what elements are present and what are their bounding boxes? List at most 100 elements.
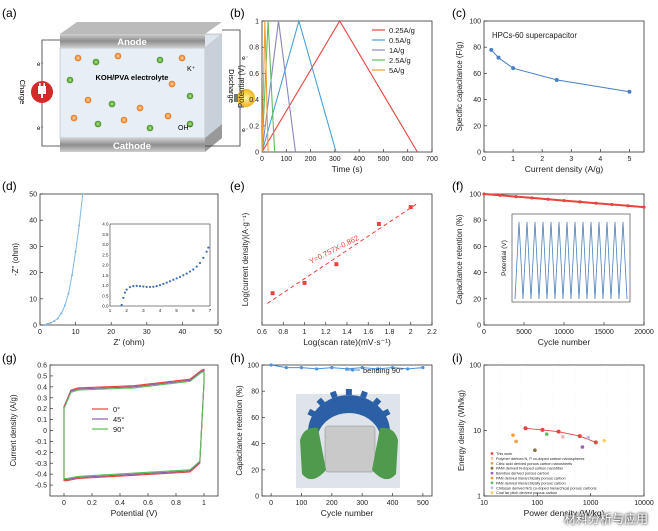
chart-b-gcd-curves: 0 100 200 300 400 500 600 700 0 0.2 0.4 0.6 0.8 1 Time…	[237, 19, 438, 175]
legend-entry: 5A/g	[389, 66, 404, 75]
y-tick-label: 0.3	[37, 395, 47, 402]
anode-electrode	[60, 34, 205, 48]
retention-point	[514, 195, 518, 199]
x-tick-label: 0.2	[87, 500, 97, 507]
ragone-point	[511, 433, 515, 437]
electron-label-top-left: e⁻	[37, 62, 44, 68]
legend-marker	[490, 461, 494, 465]
cv-loop-1	[63, 369, 205, 481]
y-axis-label: Potential (V)	[237, 65, 246, 108]
logo-tooth	[360, 390, 368, 399]
y-tick-label: 60	[251, 415, 259, 422]
x-tick-label: 1	[303, 329, 307, 336]
retention-point	[406, 367, 410, 371]
cathode-label: Cathode	[113, 141, 151, 152]
y-tick-label: 0.5	[37, 373, 47, 380]
y-tick-label: 0	[255, 150, 259, 157]
ragone-point	[523, 426, 528, 431]
data-point	[334, 262, 339, 267]
y-tick-label: 0.2	[249, 123, 259, 130]
inset-point	[132, 285, 135, 288]
ragone-point	[540, 427, 545, 432]
ragone-point	[593, 440, 598, 445]
inset-point	[148, 285, 152, 289]
capacitance-point	[489, 47, 494, 52]
legend-entry: 0.5A/g	[389, 36, 411, 45]
x-tick-label: 10000	[634, 500, 654, 507]
gcd-curve-0.5A/g	[261, 18, 337, 153]
inset-y-tick-label: 3.5	[102, 232, 109, 237]
logo-tooth	[345, 388, 352, 396]
x-tick-label: 400	[353, 156, 365, 163]
y-axis-label: Energy density (Wh/kg)	[457, 390, 466, 471]
inset-y-tick-label: 1.5	[102, 273, 109, 278]
x-axis-label: Cycle number	[321, 508, 374, 518]
y-tick-label: 80	[473, 45, 481, 52]
x-tick-label: 4	[598, 156, 602, 163]
y-tick-label: 100	[469, 192, 481, 199]
x-axis-label: Power density (W/kg)	[524, 508, 605, 518]
x-tick-label: 0	[482, 329, 486, 336]
y-tick-label: -0.4	[35, 472, 47, 479]
x-tick-label: 1	[202, 500, 206, 507]
inset-point	[165, 281, 168, 284]
bending-device-photo	[296, 388, 400, 488]
panel-a-schematic: (a) Anode Cathode KOH/PVA electrolyte K⁺	[2, 6, 255, 152]
inset-point	[135, 284, 138, 288]
x-axis-label: Potential (V)	[111, 508, 158, 518]
y-tick-label: 20	[251, 467, 259, 474]
x-tick-label: 1.8	[385, 329, 395, 336]
chart-h-bending-retention: 0 100 200 300 400 500 0 20 40 60 80 100 Cycle number…	[235, 363, 433, 518]
ragone-point	[577, 434, 582, 439]
panel-label-i: (i)	[452, 351, 463, 365]
y-tick-label: -0.1	[35, 439, 47, 446]
x-tick-label: 50	[214, 329, 222, 336]
legend-entry: Bamboo derived porous carbon	[496, 472, 549, 476]
plot-frame	[261, 364, 433, 497]
retention-point	[482, 192, 486, 196]
x-axis-label: Time (s)	[332, 164, 363, 174]
inset-point	[172, 278, 175, 281]
x-tick-label: 20	[107, 329, 115, 336]
inset-point	[158, 283, 162, 287]
cathode-electrode	[60, 138, 205, 152]
nyquist-point	[56, 317, 59, 320]
electron-label-bottom-right: e⁻	[242, 128, 249, 134]
nyquist-point	[53, 320, 56, 323]
inset-point	[175, 277, 178, 280]
x-tick-label: 700	[426, 156, 438, 163]
x-tick-label: 0.6	[143, 500, 153, 507]
inset-point	[122, 296, 125, 299]
chart-e-log-fit: 0.6 0.8 1 1.2 1.4 1.6 1.8 2 2.2 Log(scan rate)(mV…	[241, 193, 437, 347]
nyquist-point	[81, 193, 84, 195]
nyquist-point	[63, 304, 66, 307]
panel-label-b: (b)	[230, 6, 245, 20]
plot-frame	[261, 20, 433, 153]
x-tick-label: 2	[540, 156, 544, 163]
fit-line	[267, 203, 417, 304]
inset-frame	[109, 223, 211, 307]
y-tick-label: -0.2	[35, 450, 47, 457]
y-tick-label: 10	[29, 296, 37, 303]
panel-label-f: (f)	[452, 179, 463, 193]
retention-point	[375, 367, 379, 371]
inset-y-label: Potential (V)	[501, 240, 508, 276]
chart-d-nyquist-plot: 0 10 20 30 40 50 0 10 20 30 40 50 Z' (ohm) -Z'' (ohm)…	[11, 192, 222, 348]
retention-point	[546, 197, 550, 201]
inset-point	[207, 246, 210, 249]
y-tick-label: -0.5	[35, 483, 47, 490]
y-tick-label: 0.6	[249, 71, 259, 78]
panel-label-d: (d)	[2, 179, 17, 193]
panel-label-c: (c)	[452, 6, 466, 20]
x-tick-label: 10	[72, 329, 80, 336]
y-tick-label: 80	[251, 389, 259, 396]
watermark: 材料分析与应用	[563, 512, 648, 526]
y-tick-label: 10	[473, 428, 481, 435]
panel-label-h: (h)	[230, 351, 245, 365]
this-work-line	[525, 427, 596, 443]
ragone-point	[544, 432, 549, 436]
legend-entry: 2.5A/g	[389, 56, 411, 65]
legend-marker	[490, 481, 494, 485]
inset-point	[145, 285, 148, 289]
capacitance-line	[490, 49, 630, 93]
